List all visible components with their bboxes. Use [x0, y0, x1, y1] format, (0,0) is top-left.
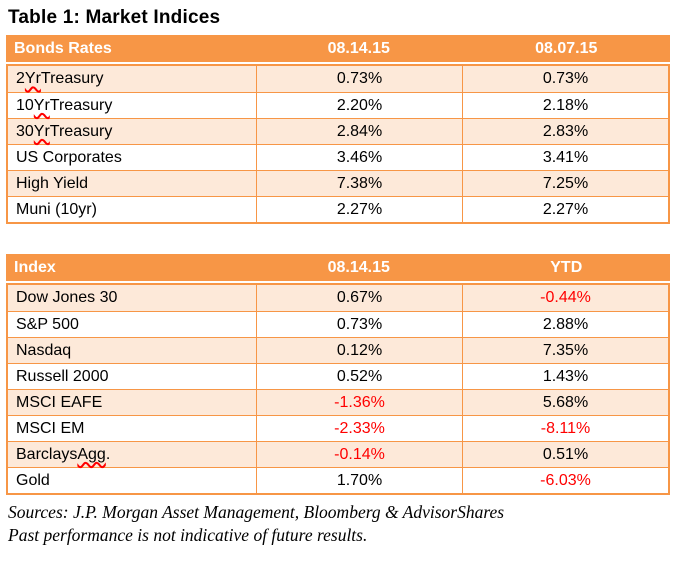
- row-value: 2.27%: [542, 200, 589, 218]
- row-value: 1.43%: [542, 367, 589, 385]
- spellcheck-squiggle: Yr: [33, 122, 50, 140]
- bonds-rates-header-date-2: 08.07.15: [535, 39, 598, 57]
- row-label: 30 Yr Treasury: [8, 119, 257, 144]
- row-value: -8.11%: [540, 419, 591, 437]
- index-table-body: Dow Jones 30 0.67% -0.44% S&P 500 0.73% 2.88%…: [6, 283, 670, 495]
- row-label: Muni (10yr): [8, 197, 257, 222]
- index-header-date: 08.14.15: [327, 258, 390, 276]
- bonds-rates-header-label: Bonds Rates: [14, 39, 112, 57]
- index-header-ytd: YTD: [550, 258, 583, 276]
- row-label: Dow Jones 30: [8, 285, 257, 311]
- table-row: US Corporates 3.46% 3.41%: [8, 144, 668, 170]
- row-label: US Corporates: [8, 145, 257, 170]
- table-row: Muni (10yr) 2.27% 2.27%: [8, 196, 668, 222]
- row-value: -0.44%: [540, 289, 591, 306]
- spellcheck-squiggle: Yr: [24, 70, 41, 87]
- table-title: Table 1: Market Indices: [8, 7, 221, 28]
- row-value: 0.73%: [257, 312, 463, 337]
- row-value: 1.70%: [257, 468, 463, 493]
- row-label: High Yield: [8, 171, 257, 196]
- row-value: 2.27%: [257, 197, 463, 222]
- bonds-rates-header-row: Bonds Rates 08.14.15 08.07.15: [6, 35, 670, 62]
- table-row: S&P 500 0.73% 2.88%: [8, 311, 668, 337]
- row-value: 5.68%: [542, 393, 589, 411]
- row-value: 7.35%: [542, 341, 589, 359]
- row-value: 0.51%: [542, 445, 589, 463]
- row-value: -6.03%: [540, 471, 591, 489]
- row-value: 0.52%: [257, 364, 463, 389]
- table-row: 10 Yr Treasury 2.20% 2.18%: [8, 92, 668, 118]
- index-header-label: Index: [14, 258, 56, 276]
- row-value: 2.18%: [542, 96, 589, 114]
- table-row: High Yield 7.38% 7.25%: [8, 170, 668, 196]
- sources-line: Sources: J.P. Morgan Asset Management, B…: [8, 502, 505, 522]
- index-header-row: Index 08.14.15 YTD: [6, 254, 670, 281]
- table-row: 30 Yr Treasury 2.84% 2.83%: [8, 118, 668, 144]
- table-row: Dow Jones 30 0.67% -0.44%: [8, 285, 668, 311]
- row-value: 2.83%: [542, 122, 589, 140]
- table-row: Barclays Agg. -0.14% 0.51%: [8, 441, 668, 467]
- row-value: 3.46%: [257, 145, 463, 170]
- row-label: Gold: [8, 468, 257, 493]
- row-value: -0.14%: [257, 442, 463, 467]
- row-value: -2.33%: [257, 416, 463, 441]
- table-row: Gold 1.70% -6.03%: [8, 467, 668, 493]
- row-value: 0.73%: [257, 66, 463, 92]
- row-label: MSCI EM: [8, 416, 257, 441]
- row-label: 10 Yr Treasury: [8, 93, 257, 118]
- bonds-rates-header-date-1: 08.14.15: [327, 39, 390, 57]
- row-value: -1.36%: [257, 390, 463, 415]
- row-label: S&P 500: [8, 312, 257, 337]
- bonds-rates-body: 2 Yr Treasury 0.73% 0.73% 10 Yr Treasury 2.2…: [6, 64, 670, 224]
- table-row: MSCI EAFE -1.36% 5.68%: [8, 389, 668, 415]
- index-table: Index 08.14.15 YTD Dow Jones 30 0.67% -0.4…: [6, 254, 670, 495]
- table-row: Nasdaq 0.12% 7.35%: [8, 337, 668, 363]
- spellcheck-squiggle: Yr: [33, 96, 50, 114]
- bonds-rates-table: Bonds Rates 08.14.15 08.07.15 2 Yr Treas…: [6, 35, 670, 224]
- row-label: Nasdaq: [8, 338, 257, 363]
- row-label: MSCI EAFE: [8, 390, 257, 415]
- row-label: Barclays Agg.: [8, 442, 257, 467]
- disclaimer-line: Past performance is not indicative of fu…: [8, 525, 368, 545]
- spellcheck-squiggle: Agg: [77, 445, 106, 463]
- table-row: 2 Yr Treasury 0.73% 0.73%: [8, 66, 668, 92]
- row-value: 7.38%: [257, 171, 463, 196]
- row-value: 0.67%: [257, 285, 463, 311]
- row-label: 2 Yr Treasury: [8, 66, 257, 92]
- row-value: 0.73%: [542, 70, 589, 87]
- row-value: 2.88%: [542, 315, 589, 333]
- table-footer: Sources: J.P. Morgan Asset Management, B…: [8, 501, 677, 547]
- row-value: 0.12%: [257, 338, 463, 363]
- row-label: Russell 2000: [8, 364, 257, 389]
- row-value: 2.20%: [257, 93, 463, 118]
- table-row: Russell 2000 0.52% 1.43%: [8, 363, 668, 389]
- row-value: 2.84%: [257, 119, 463, 144]
- row-value: 3.41%: [542, 148, 589, 166]
- row-value: 7.25%: [542, 174, 589, 192]
- table-row: MSCI EM -2.33% -8.11%: [8, 415, 668, 441]
